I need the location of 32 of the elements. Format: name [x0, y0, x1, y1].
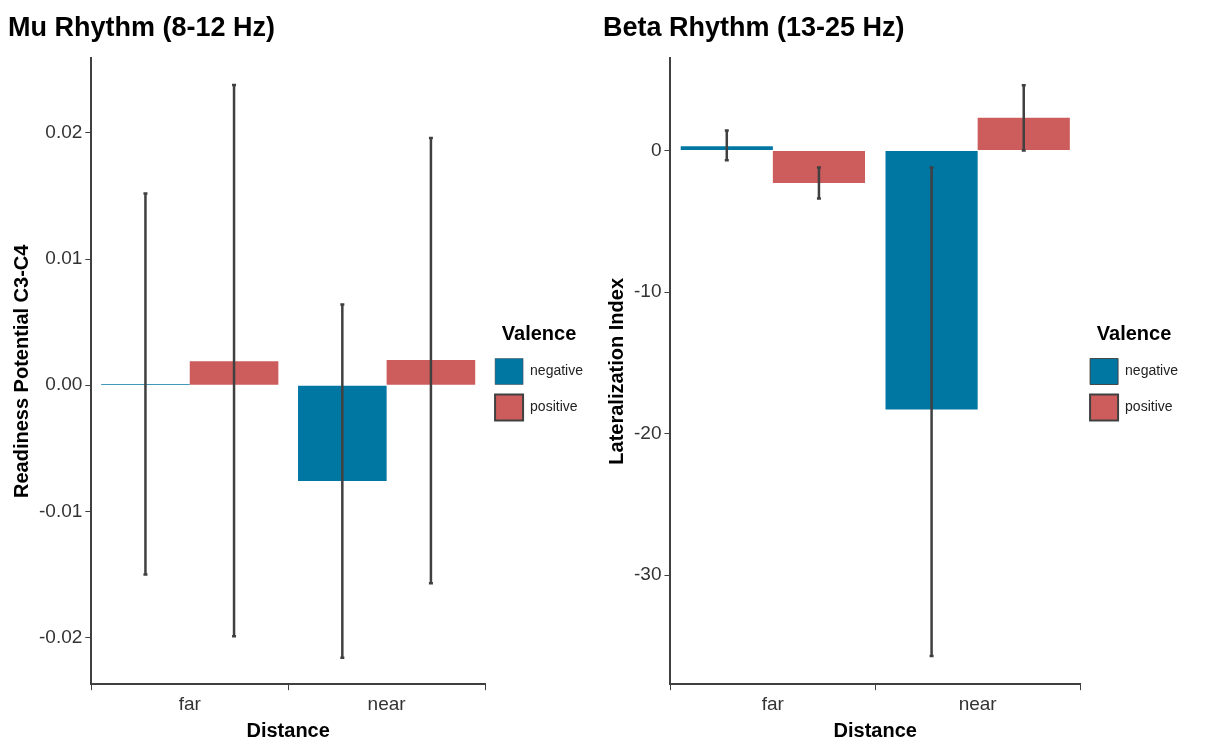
x-tick-label: near	[367, 692, 407, 714]
y-tick-label: -10	[633, 280, 662, 302]
legend-label: positive	[1125, 398, 1173, 415]
x-axis-title: Distance	[246, 718, 330, 741]
chart-title: Mu Rhythm (8-12 Hz)	[8, 11, 276, 42]
legend-label: negative	[1125, 362, 1179, 379]
legend-label: negative	[530, 362, 584, 379]
chart-title: Beta Rhythm (13-25 Hz)	[603, 11, 905, 42]
x-tick-label: near	[958, 692, 998, 714]
y-tick-label: -30	[633, 563, 662, 585]
y-axis-title: Readiness Potential C3-C4	[9, 243, 32, 499]
x-tick-label: far	[761, 692, 785, 714]
y-tick-label: -20	[633, 421, 662, 443]
bar	[885, 150, 978, 410]
bar	[298, 385, 387, 482]
bar	[189, 361, 279, 385]
bar	[386, 359, 476, 385]
y-tick-label: 0.01	[45, 247, 83, 269]
y-tick-label: -0.02	[38, 625, 83, 647]
y-axis-title: Lateralization Index	[604, 277, 627, 465]
bar	[977, 117, 1070, 150]
legend-label: positive	[530, 398, 578, 415]
y-tick-label: -0.01	[38, 499, 83, 521]
y-tick-label: 0	[650, 138, 662, 160]
legend-title: Valence	[501, 322, 577, 345]
y-tick-label: 0.02	[45, 121, 83, 143]
x-axis-title: Distance	[833, 718, 917, 741]
x-tick-label: far	[178, 692, 202, 714]
bar	[680, 146, 773, 150]
y-tick-label: 0.00	[45, 373, 83, 395]
legend-title: Valence	[1096, 322, 1172, 345]
bar	[772, 150, 866, 183]
